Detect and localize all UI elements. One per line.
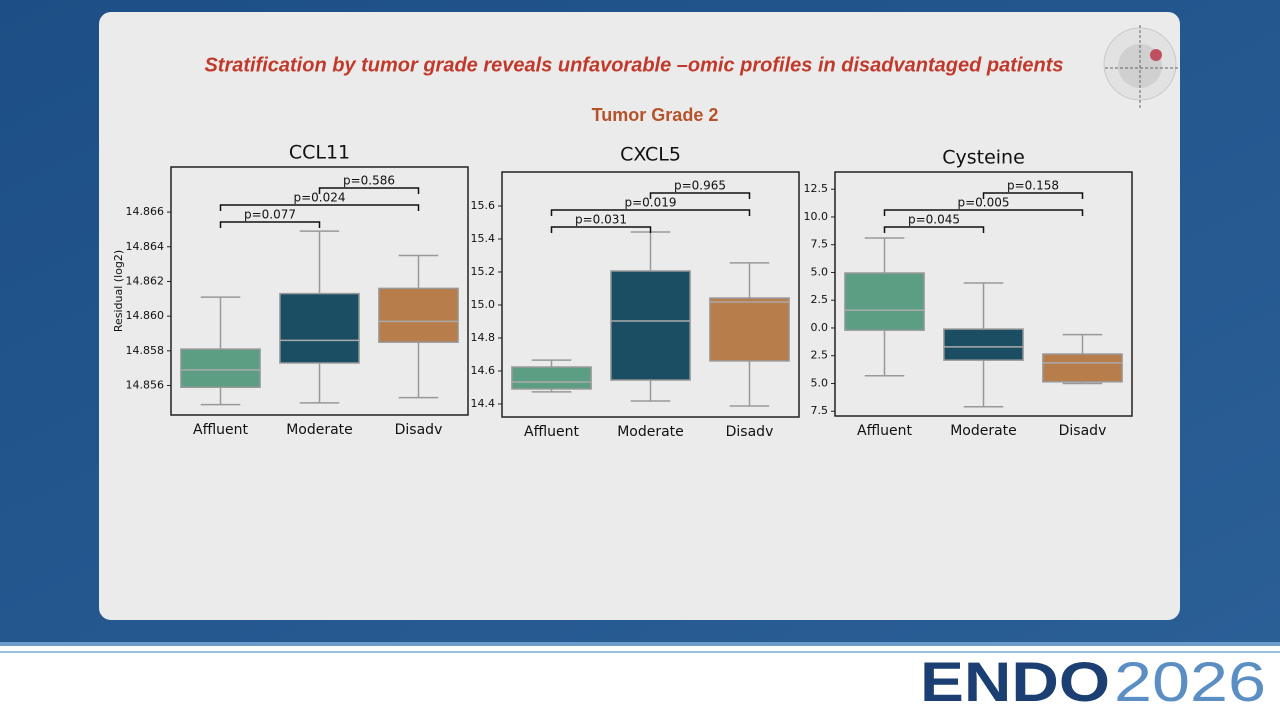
- y-tick-label: 14.858: [126, 344, 165, 357]
- y-tick-label: 14.866: [126, 205, 165, 218]
- y-tick-label: 7.5: [811, 404, 829, 417]
- p-value: p=0.024: [293, 191, 345, 205]
- y-tick-label: 5.0: [811, 265, 829, 278]
- x-tick-label: Moderate: [950, 423, 1017, 439]
- x-tick-label: Moderate: [617, 424, 684, 440]
- y-axis-label: Residual (log2): [112, 250, 125, 332]
- box: [279, 292, 360, 364]
- icon: [1103, 25, 1178, 108]
- y-tick-label: 12.5: [804, 182, 829, 195]
- footer: [0, 645, 1280, 720]
- y-tick-label: 0.0: [811, 321, 829, 334]
- bracket: [550, 226, 652, 233]
- box: [511, 366, 592, 390]
- plot-frame: [170, 166, 469, 416]
- y-tick-label: 14.860: [126, 309, 165, 322]
- chart-title: CXCL5: [620, 144, 681, 166]
- footer-line: [0, 651, 1280, 653]
- subtitle: Tumor Grade 2: [592, 105, 719, 125]
- p-value: p=0.077: [244, 208, 296, 222]
- y-tick-label: 15.4: [471, 232, 496, 245]
- logo-right: 2026: [1114, 650, 1266, 713]
- bracket: [982, 192, 1084, 199]
- x-tick-label: Disadv: [1059, 423, 1107, 439]
- y-tick-label: 14.4: [471, 397, 496, 410]
- p-value: p=0.031: [575, 213, 627, 227]
- x-tick-label: Affluent: [193, 422, 248, 438]
- chart: CXCL5 14.4 14.6 14.8 15.0 15.2 15.4 15.6 Affluen…: [471, 144, 800, 440]
- chart-title: CCL11: [289, 142, 350, 164]
- y-tick-label: 14.864: [126, 240, 165, 253]
- y-tick-label: 10.0: [804, 210, 829, 223]
- y-tick-label: 15.0: [471, 298, 496, 311]
- plot-frame: [501, 171, 800, 418]
- box: [180, 348, 261, 389]
- box: [709, 297, 790, 362]
- plot-frame: [834, 171, 1133, 417]
- x-tick-label: Moderate: [286, 422, 353, 438]
- bracket: [550, 209, 751, 216]
- bracket: [883, 209, 1084, 216]
- chart-title: Cysteine: [942, 147, 1025, 169]
- box: [378, 287, 459, 343]
- y-tick-label: 5.0: [811, 376, 829, 389]
- y-tick-label: 2.5: [811, 349, 829, 362]
- p-value: p=0.965: [674, 179, 726, 193]
- y-tick-label: 15.2: [471, 265, 496, 278]
- y-tick-label: 14.6: [471, 364, 496, 377]
- footer-line: [0, 642, 1280, 646]
- p-value: p=0.019: [624, 196, 676, 210]
- slide-title: Stratification by tumor grade reveals un…: [204, 54, 1063, 76]
- x-tick-label: Affluent: [524, 424, 579, 440]
- y-tick-label: 14.856: [126, 379, 165, 392]
- bracket: [219, 221, 321, 228]
- p-value: p=0.158: [1007, 179, 1059, 193]
- bracket: [318, 187, 420, 194]
- box: [943, 328, 1024, 361]
- x-tick-label: Affluent: [857, 423, 912, 439]
- y-tick-label: 14.8: [471, 331, 496, 344]
- x-tick-label: Disadv: [395, 422, 443, 438]
- chart: Cysteine 7.5 5.0 2.5 0.0 2.5 5.0 7.5 10.0 12.5 Aff…: [804, 147, 1133, 439]
- y-tick-label: 2.5: [811, 293, 829, 306]
- p-value: p=0.005: [957, 196, 1009, 210]
- bracket: [883, 226, 985, 233]
- y-tick-label: 7.5: [811, 238, 829, 251]
- box: [1042, 353, 1123, 383]
- box: [610, 270, 691, 381]
- p-value: p=0.045: [908, 213, 960, 227]
- box: [844, 272, 925, 331]
- x-tick-label: Disadv: [726, 424, 774, 440]
- bracket: [649, 192, 751, 199]
- y-tick-label: 14.862: [126, 274, 165, 287]
- logo-left: ENDO: [920, 650, 1110, 713]
- p-value: p=0.586: [343, 174, 395, 188]
- y-tick-label: 15.6: [471, 199, 496, 212]
- chart: CCL11 Residual (log2) 14.856 14.858 14.860 14…: [112, 142, 469, 438]
- bracket: [219, 204, 420, 211]
